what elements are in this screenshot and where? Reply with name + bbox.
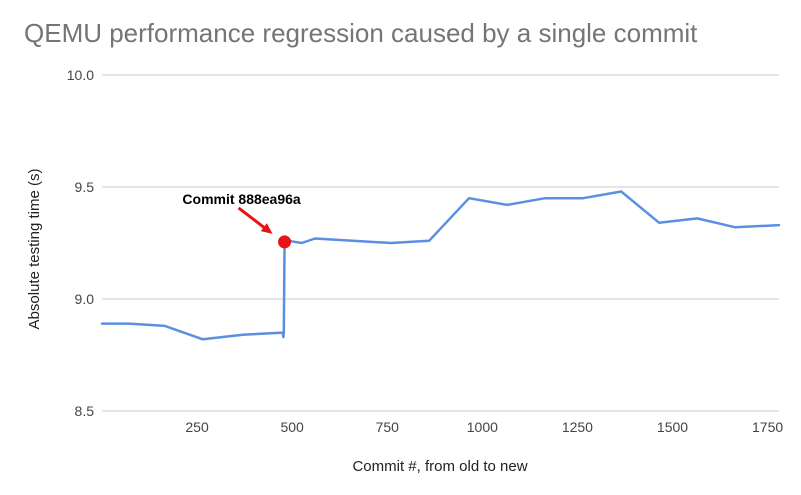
annotation: Commit 888ea96a (182, 191, 301, 249)
y-axis-ticks: 8.5 9.0 9.5 10.0 (67, 67, 94, 419)
x-tick-label: 250 (185, 419, 209, 435)
annotation-marker (278, 235, 292, 249)
x-tick-label: 1500 (657, 419, 688, 435)
y-tick-label: 9.0 (75, 291, 95, 307)
y-axis-label: Absolute testing time (s) (26, 169, 43, 330)
annotation-arrow (237, 206, 270, 233)
y-tick-label: 9.5 (75, 179, 95, 195)
x-axis-ticks: 250 500 750 1000 1250 1500 1750 (185, 419, 783, 435)
chart-title: QEMU performance regression caused by a … (24, 18, 698, 48)
x-tick-label: 750 (376, 419, 400, 435)
y-tick-label: 10.0 (67, 67, 94, 83)
x-tick-label: 1000 (467, 419, 498, 435)
x-tick-label: 1750 (752, 419, 783, 435)
y-tick-label: 8.5 (75, 403, 95, 419)
annotation-label: Commit 888ea96a (182, 191, 301, 207)
x-tick-label: 500 (280, 419, 304, 435)
x-tick-label: 1250 (562, 419, 593, 435)
x-axis-label: Commit #, from old to new (352, 458, 527, 475)
gridlines (102, 74, 779, 412)
series-line (100, 190, 781, 341)
annotation-arrowhead (260, 223, 273, 234)
